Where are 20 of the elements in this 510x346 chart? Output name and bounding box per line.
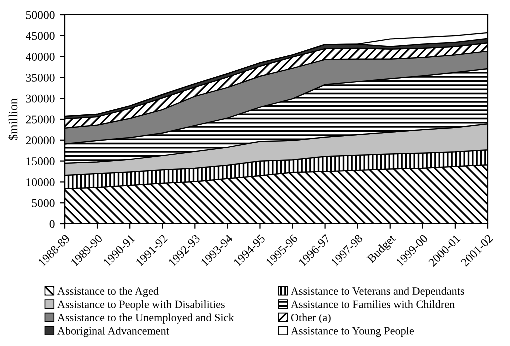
y-tick-label: 0 [50, 220, 55, 228]
legend-label: Aboriginal Advancement [58, 327, 170, 338]
y-tick-label: 50000 [26, 11, 55, 20]
y-tick-label: 35000 [26, 74, 55, 82]
y-tick-label: 15000 [26, 158, 55, 166]
y-axis-title: $million [8, 98, 18, 140]
y-tick-label: 45000 [26, 32, 55, 40]
legend-label: Assistance to Veterans and Dependants [291, 287, 464, 298]
y-tick-label: 20000 [26, 136, 55, 145]
legend-label: Other (a) [291, 314, 331, 324]
y-tick-label: 10000 [26, 178, 55, 186]
legend-label: Assistance to Families with Children [291, 300, 455, 308]
legend-label: Assistance to the Aged [58, 287, 159, 298]
legend-label: Assistance to Young People [291, 326, 414, 338]
legend-label: Assistance to People with Disabilities [58, 300, 225, 311]
y-tick-label: 30000 [26, 94, 55, 103]
y-tick-label: 25000 [26, 116, 55, 124]
legend-label: Assistance to the Unemployed and Sick [58, 314, 234, 324]
y-tick-label: 5000 [32, 199, 55, 208]
y-tick-label: 40000 [26, 53, 55, 62]
